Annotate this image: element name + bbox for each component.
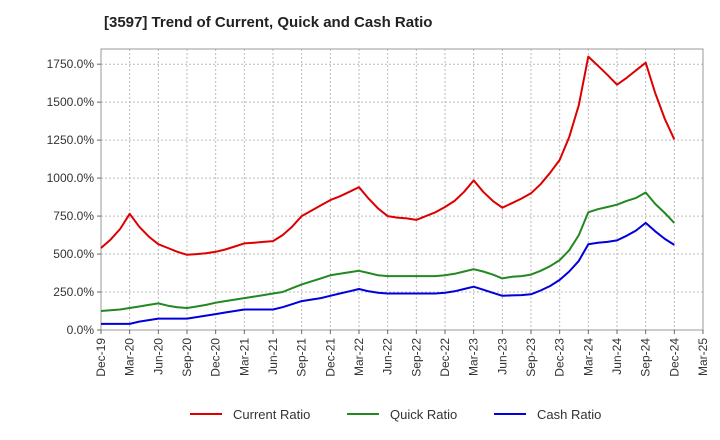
series-line-cash-ratio (101, 221, 675, 325)
x-tick-label: Sep-23 (524, 338, 538, 377)
y-tick-label: 750.0% (53, 209, 94, 223)
y-tick-label: 500.0% (53, 247, 94, 261)
x-tick-label: Jun-22 (381, 338, 395, 375)
x-tick-label: Dec-24 (667, 338, 681, 377)
legend: Current Ratio Quick Ratio Cash Ratio (190, 407, 601, 422)
x-tick-label: Jun-23 (495, 338, 509, 375)
x-tick-label: Jun-24 (610, 338, 624, 375)
gridlines (100, 49, 704, 331)
x-tick-label: Dec-23 (553, 338, 567, 377)
legend-label: Current Ratio (233, 407, 310, 422)
x-tick-label: Dec-19 (94, 338, 108, 377)
x-tick-label: Dec-21 (323, 338, 337, 377)
y-tick-label: 1250.0% (47, 133, 95, 147)
legend-label: Cash Ratio (537, 407, 601, 422)
x-tick-label: Mar-25 (696, 338, 710, 376)
series-line-quick-ratio (100, 191, 676, 312)
x-tick-label: Sep-24 (639, 338, 653, 377)
series-lines (100, 55, 676, 325)
x-tick-label: Mar-21 (237, 338, 251, 376)
x-tick-label: Jun-21 (266, 338, 280, 375)
x-tick-label: Jun-20 (151, 338, 165, 375)
legend-label: Quick Ratio (390, 407, 457, 422)
x-tick-label: Mar-24 (581, 338, 595, 376)
series-line-current-ratio (100, 55, 676, 256)
y-tick-label: 250.0% (53, 285, 94, 299)
x-tick-label: Dec-22 (438, 338, 452, 377)
plot-frame (100, 48, 704, 331)
y-tick-label: 0.0% (67, 323, 95, 337)
y-tick-label: 1000.0% (47, 171, 95, 185)
y-tick-label: 1500.0% (47, 95, 95, 109)
x-tick-label: Mar-22 (352, 338, 366, 376)
x-tick-label: Mar-23 (467, 338, 481, 376)
chart-title: [3597] Trend of Current, Quick and Cash … (104, 14, 433, 31)
x-tick-label: Mar-20 (123, 338, 137, 376)
x-tick-label: Sep-22 (409, 338, 423, 377)
x-tick-label: Sep-21 (295, 338, 309, 377)
x-tick-label: Sep-20 (180, 338, 194, 377)
y-tick-label: 1750.0% (47, 57, 95, 71)
axes: 0.0% 250.0% 500.0% 750.0% 1000.0% 1250.0% 1500… (47, 57, 710, 377)
x-tick-label: Dec-20 (209, 338, 223, 377)
